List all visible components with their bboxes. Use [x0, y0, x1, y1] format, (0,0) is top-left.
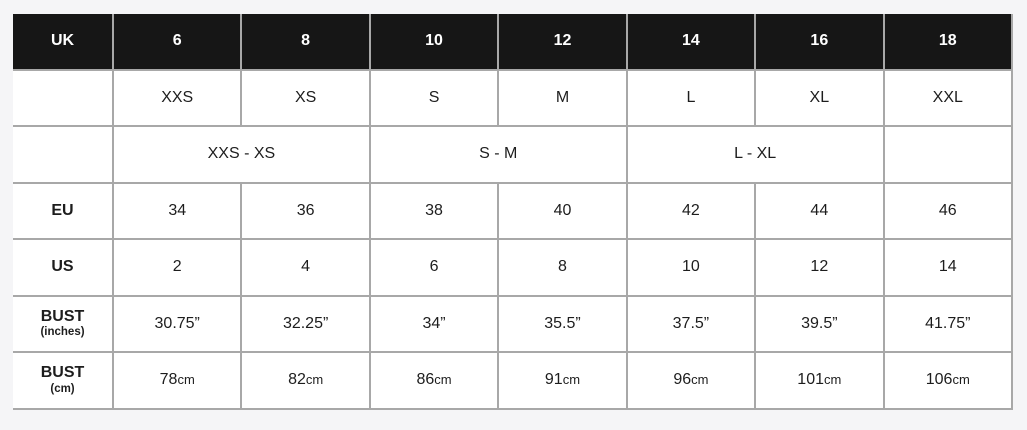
row-label-empty: [13, 68, 114, 127]
bust-label: BUST: [40, 364, 85, 382]
intl-size-cell: XL: [754, 68, 885, 127]
bust-cm-cell: 82cm: [240, 351, 371, 410]
uk-size-cell: 16: [754, 14, 885, 71]
bust-cm-cell: 106cm: [882, 351, 1014, 410]
eu-size-cell: 40: [497, 181, 628, 240]
intl-size-cell: S: [368, 68, 500, 127]
size-range-cell: L - XL: [625, 125, 885, 184]
uk-row: UK 6 8 10 12 14 16 18: [13, 14, 1014, 71]
us-row: US 2 4 6 8 10 12 14: [13, 238, 1014, 297]
bust-label: BUST: [40, 307, 85, 325]
bust-inches-cell: 35.5”: [497, 294, 628, 353]
bust-cm-cell: 91cm: [497, 351, 628, 410]
us-size-cell: 2: [111, 238, 243, 297]
cm-unit: cm: [691, 372, 709, 388]
uk-size-cell: 18: [882, 14, 1014, 71]
intl-size-cell: XXS: [111, 68, 243, 127]
intl-size-cell: M: [497, 68, 628, 127]
bust-cm-row: BUST (cm) 78cm 82cm 86cm 91cm 96cm 101cm…: [13, 351, 1014, 410]
row-label-us: US: [13, 238, 114, 297]
us-size-cell: 8: [497, 238, 628, 297]
cm-unit: cm: [824, 372, 842, 388]
bust-inches-cell: 32.25”: [240, 294, 371, 353]
uk-size-cell: 10: [368, 14, 500, 71]
us-size-cell: 10: [625, 238, 757, 297]
us-size-cell: 12: [754, 238, 885, 297]
cm-unit: cm: [177, 372, 195, 388]
bust-cm-cell: 86cm: [368, 351, 500, 410]
size-range-cell-empty: [882, 125, 1014, 184]
eu-size-cell: 36: [240, 181, 371, 240]
intl-size-cell: L: [625, 68, 757, 127]
cm-unit: cm: [952, 372, 970, 388]
size-range-cell: S - M: [368, 125, 628, 184]
row-label-bust-inches: BUST (inches): [13, 294, 114, 353]
row-label-eu: EU: [13, 181, 114, 240]
intl-size-cell: XS: [240, 68, 371, 127]
row-label-uk: UK: [13, 14, 114, 71]
uk-size-cell: 14: [625, 14, 757, 71]
bust-cm-cell: 96cm: [625, 351, 757, 410]
eu-row: EU 34 36 38 40 42 44 46: [13, 181, 1014, 240]
uk-size-cell: 12: [497, 14, 628, 71]
eu-size-cell: 34: [111, 181, 243, 240]
bust-inches-cell: 34”: [368, 294, 500, 353]
intl-range-row: XXS - XS S - M L - XL: [13, 125, 1014, 184]
us-size-cell: 6: [368, 238, 500, 297]
bust-inches-cell: 41.75”: [882, 294, 1014, 353]
eu-size-cell: 44: [754, 181, 885, 240]
size-range-cell: XXS - XS: [112, 125, 371, 184]
eu-size-cell: 42: [625, 181, 757, 240]
bust-unit-label: (cm): [50, 382, 75, 395]
bust-inches-cell: 39.5”: [754, 294, 885, 353]
cm-unit: cm: [434, 372, 452, 388]
cm-unit: cm: [305, 372, 324, 388]
bust-inches-cell: 37.5”: [625, 294, 757, 353]
eu-size-cell: 38: [368, 181, 500, 240]
bust-cm-cell: 101cm: [754, 351, 885, 410]
us-size-cell: 4: [240, 238, 371, 297]
eu-size-cell: 46: [882, 181, 1014, 240]
intl-size-cell: XXL: [882, 68, 1014, 127]
intl-size-row: XXS XS S M L XL XXL: [13, 68, 1014, 127]
cm-unit: cm: [562, 372, 581, 388]
us-size-cell: 14: [882, 238, 1014, 297]
uk-size-cell: 6: [111, 14, 243, 71]
bust-unit-label: (inches): [40, 326, 85, 339]
bust-inches-row: BUST (inches) 30.75” 32.25” 34” 35.5” 37…: [13, 294, 1014, 353]
bust-inches-cell: 30.75”: [111, 294, 243, 353]
bust-cm-cell: 78cm: [111, 351, 243, 410]
size-chart-table: UK 6 8 10 12 14 16 18 XXS XS S M L XL XX…: [13, 14, 1014, 410]
uk-size-cell: 8: [240, 14, 371, 71]
row-label-empty: [13, 125, 114, 184]
row-label-bust-cm: BUST (cm): [13, 351, 114, 410]
